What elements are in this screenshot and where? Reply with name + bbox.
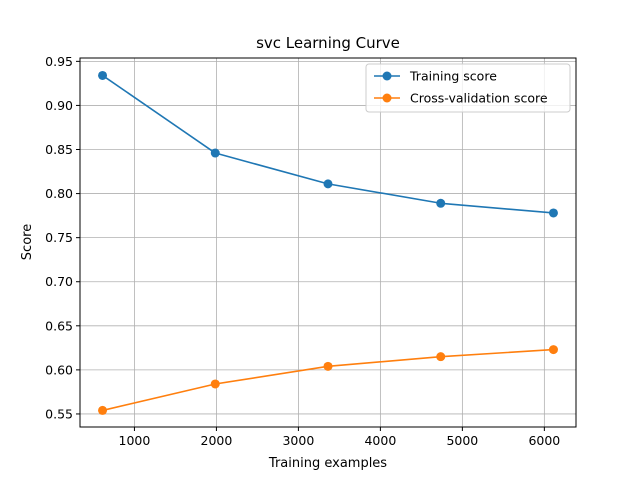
y-tick-label: 0.75 — [45, 230, 73, 245]
legend-marker — [382, 71, 392, 81]
legend-label: Training score — [409, 69, 497, 84]
legend: Training score Cross-validation score — [365, 63, 571, 113]
legend-box — [365, 63, 571, 113]
y-tick-label: 0.60 — [45, 362, 73, 377]
grid-lines — [80, 58, 576, 427]
data-point — [436, 352, 446, 362]
series-layer — [98, 70, 558, 415]
data-point — [323, 361, 333, 371]
data-point — [210, 379, 220, 389]
x-axis-ticks: 1000 2000 3000 4000 5000 6000 — [119, 427, 560, 448]
data-point — [210, 148, 220, 158]
y-axis-ticks: 0.55 0.60 0.65 0.70 0.75 0.80 0.85 0.90 0.95 — [45, 54, 80, 421]
data-point — [98, 70, 108, 80]
legend-label: Cross-validation score — [410, 91, 548, 106]
legend-entry: Cross-validation score — [374, 91, 548, 106]
x-tick-label: 2000 — [201, 433, 233, 448]
data-point — [548, 208, 558, 218]
series-1 — [98, 70, 558, 218]
legend-entry: Training score — [374, 69, 497, 84]
y-tick-label: 0.65 — [45, 318, 73, 333]
y-axis-label: Score — [20, 224, 35, 260]
data-point — [323, 179, 333, 189]
x-tick-label: 6000 — [528, 433, 560, 448]
legend-marker — [382, 93, 392, 103]
x-tick-label: 5000 — [446, 433, 478, 448]
plot-frame — [79, 57, 577, 428]
chart-title: svc Learning Curve — [256, 34, 400, 52]
y-tick-label: 0.85 — [45, 142, 73, 157]
y-tick-label: 0.55 — [45, 406, 73, 421]
x-tick-label: 1000 — [119, 433, 151, 448]
y-tick-label: 0.80 — [45, 186, 73, 201]
x-tick-label: 4000 — [364, 433, 396, 448]
y-tick-label: 0.90 — [45, 98, 73, 113]
y-tick-label: 0.70 — [45, 274, 73, 289]
y-tick-label: 0.95 — [45, 54, 73, 69]
data-point — [436, 198, 446, 208]
data-point — [98, 405, 108, 415]
series-2 — [98, 345, 558, 415]
x-tick-label: 3000 — [282, 433, 314, 448]
x-axis-label: Training examples — [268, 456, 387, 471]
data-point — [548, 345, 558, 355]
